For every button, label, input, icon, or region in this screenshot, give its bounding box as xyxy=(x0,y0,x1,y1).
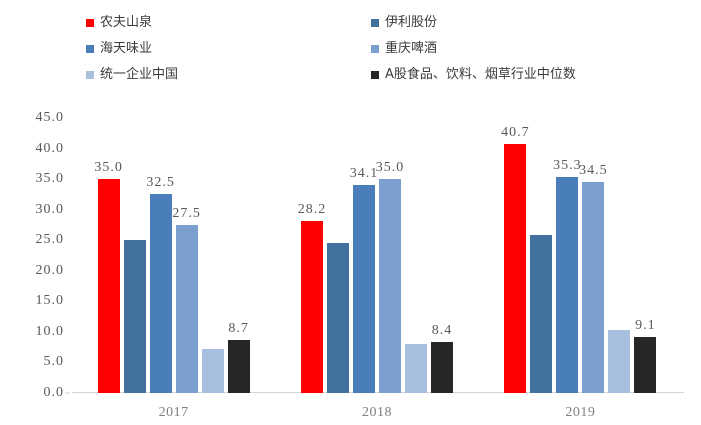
bar[interactable]: 32.5 xyxy=(146,175,174,393)
chart-legend: 农夫山泉 伊利股份海天味业 重庆啤酒统一企业中国 A股食品、饮料、烟草行业中位数 xyxy=(86,8,686,94)
bar[interactable]: 35.3 xyxy=(553,158,581,393)
plot-area: 45.0 40.0 35.0 30.0 25.0 20.0 15.0 10.0 5.0 0.0 35… xyxy=(36,110,682,420)
bar[interactable] xyxy=(404,344,427,393)
bar[interactable]: 28.2 xyxy=(298,202,325,393)
legend-label: 统一企业中国 xyxy=(100,67,179,82)
y-axis-tick-label: 5.0 xyxy=(43,354,64,370)
legend-label: 海天味业 xyxy=(100,41,153,56)
legend-item[interactable]: 统一企业中国 xyxy=(86,68,178,81)
bar[interactable]: 34.1 xyxy=(350,166,377,393)
legend-swatch-icon xyxy=(86,44,94,53)
legend-item[interactable]: 重庆啤酒 xyxy=(371,42,437,55)
x-axis-category-label: 2018 xyxy=(361,405,392,420)
bar[interactable] xyxy=(530,235,553,393)
y-axis-tick-label: 10.0 xyxy=(35,323,64,339)
legend-item[interactable]: A股食品、饮料、烟草行业中位数 xyxy=(371,68,576,81)
legend-label: A股食品、饮料、烟草行业中位数 xyxy=(385,67,576,82)
bar-value-label: 32.5 xyxy=(146,175,175,191)
y-axis-tick-mark xyxy=(65,392,70,394)
legend-label: 重庆啤酒 xyxy=(385,41,438,56)
bar-value-label: 35.0 xyxy=(375,160,405,176)
bar-group: 40.7 35.3 34.5 9.1 2019 xyxy=(479,118,682,420)
y-axis-tick-label: 30.0 xyxy=(35,201,64,217)
legend-swatch-icon xyxy=(371,18,379,27)
bar-value-label: 28.2 xyxy=(297,201,327,217)
bar-value-label: 8.7 xyxy=(228,320,249,336)
bar-value-label: 8.4 xyxy=(431,322,453,338)
bar[interactable]: 34.5 xyxy=(579,163,607,393)
y-axis-tick-label: 35.0 xyxy=(35,171,64,187)
legend-swatch-icon xyxy=(86,18,94,27)
bar[interactable]: 35.0 xyxy=(376,160,403,393)
bar-value-label: 35.3 xyxy=(553,158,582,174)
legend-swatch-icon xyxy=(86,70,94,79)
bar[interactable]: 35.0 xyxy=(94,160,122,393)
bar[interactable]: 9.1 xyxy=(634,318,657,393)
y-axis-tick-label: 15.0 xyxy=(35,293,64,309)
bar[interactable] xyxy=(123,240,146,393)
y-axis-tick-label: 0.0 xyxy=(43,385,64,400)
y-axis-tick-label: 25.0 xyxy=(35,232,64,248)
legend-item[interactable]: 农夫山泉 xyxy=(86,16,152,29)
legend-item[interactable]: 海天味业 xyxy=(86,42,152,55)
bar[interactable]: 8.7 xyxy=(227,321,250,393)
legend-label: 农夫山泉 xyxy=(100,15,153,30)
bar-value-label: 9.1 xyxy=(635,318,656,334)
bar-group: 28.2 34.1 35.0 8.4 2018 xyxy=(275,118,478,420)
legend-item[interactable]: 伊利股份 xyxy=(371,16,437,29)
legend-swatch-icon xyxy=(371,44,379,53)
bar[interactable] xyxy=(326,243,349,393)
bar[interactable] xyxy=(201,349,224,393)
x-axis-line xyxy=(72,392,684,393)
bar-value-label: 40.7 xyxy=(501,125,530,141)
bar[interactable]: 8.4 xyxy=(430,323,453,393)
y-axis-tick-label: 45.0 xyxy=(35,110,64,125)
bar-group: 35.0 32.5 27.5 8.7 2017 xyxy=(72,118,275,420)
bar-value-label: 27.5 xyxy=(172,205,201,221)
legend-swatch-icon xyxy=(371,70,379,79)
y-axis-tick-label: 40.0 xyxy=(35,140,64,156)
bar-value-label: 35.0 xyxy=(94,160,123,176)
legend-label: 伊利股份 xyxy=(385,15,438,30)
bar[interactable]: 27.5 xyxy=(172,206,200,393)
bar[interactable]: 40.7 xyxy=(501,125,529,393)
bar-value-label: 34.1 xyxy=(349,165,379,181)
y-axis-tick-label: 20.0 xyxy=(35,262,64,278)
x-axis-category-label: 2017 xyxy=(158,405,189,420)
bar-value-label: 34.5 xyxy=(579,163,608,179)
x-axis-category-label: 2019 xyxy=(565,405,596,420)
bar[interactable] xyxy=(608,330,631,393)
